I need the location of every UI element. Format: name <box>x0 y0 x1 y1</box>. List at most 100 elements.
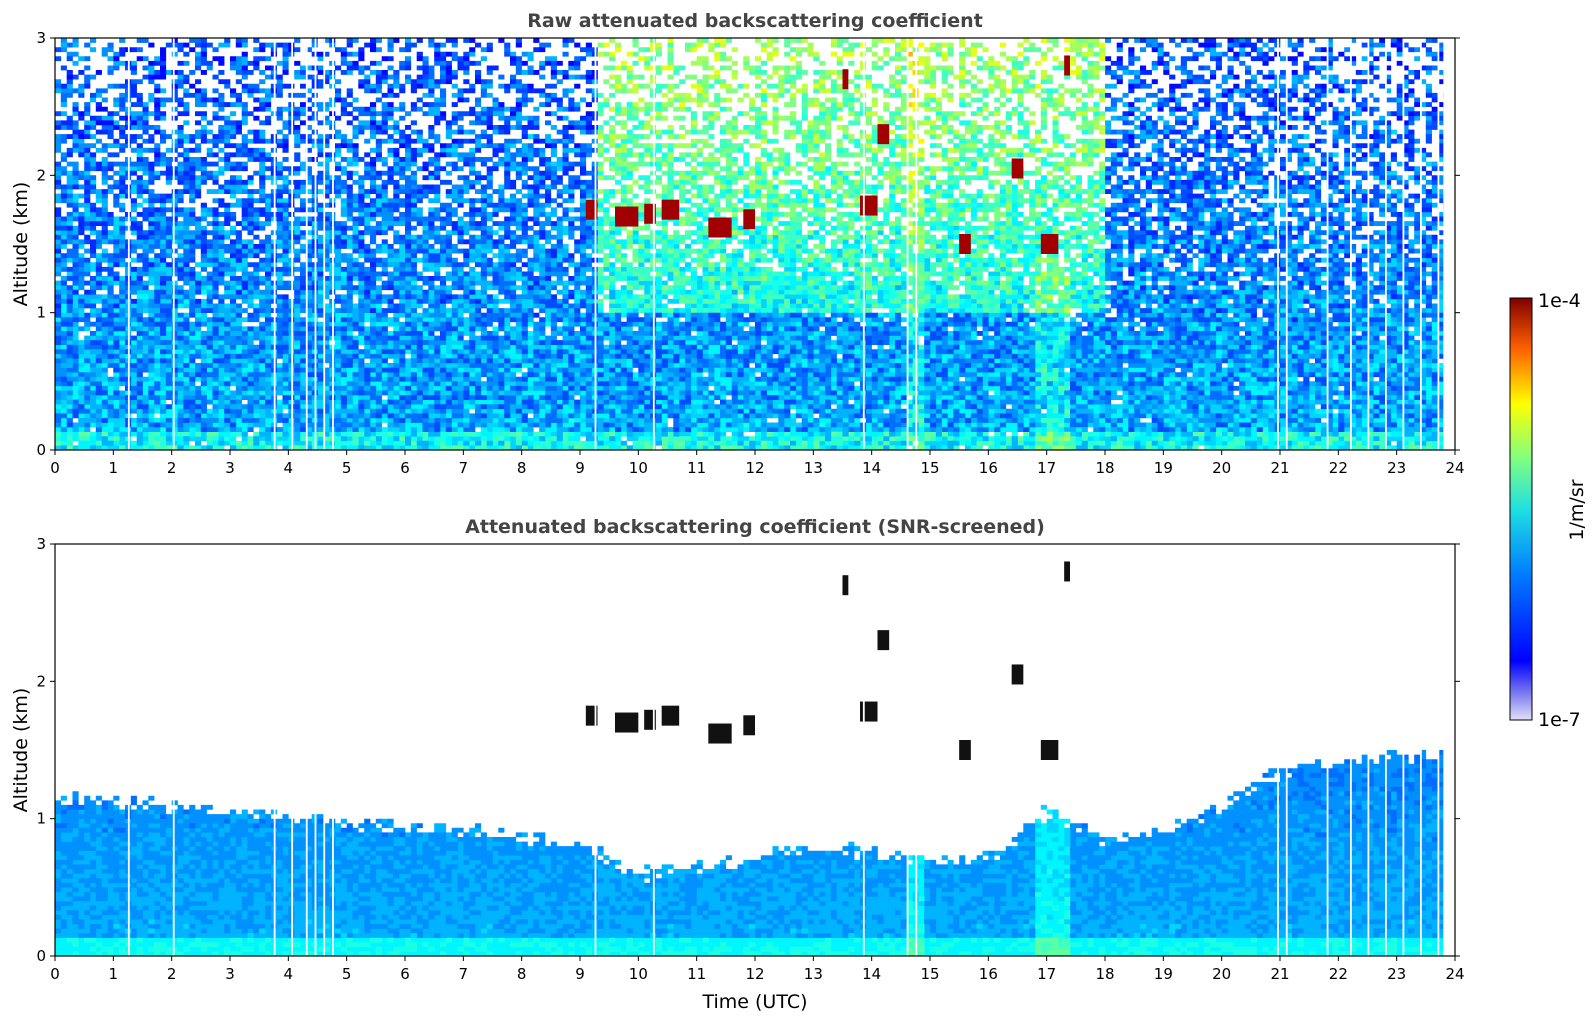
colorbar-min-label: 1e-7 <box>1538 709 1581 731</box>
data-gap <box>1277 544 1279 956</box>
panel-screened: Attenuated backscattering coefficient (S… <box>10 516 1465 1013</box>
data-gap <box>314 544 317 956</box>
cloud-feature <box>842 69 849 90</box>
cloud-feature <box>615 206 639 227</box>
heatmap-cells <box>66 869 1455 956</box>
x-tick-label: 13 <box>804 965 823 983</box>
data-gap <box>323 38 326 450</box>
y-tick-label: 0 <box>36 947 46 965</box>
colorbar-unit-label: 1/m/sr <box>1566 479 1588 540</box>
x-tick-label: 18 <box>1095 459 1114 477</box>
x-tick-label: 19 <box>1154 459 1173 477</box>
cloud-feature <box>661 199 680 220</box>
data-gap <box>652 38 655 450</box>
x-tick-label: 9 <box>575 965 585 983</box>
plot-area-screened <box>55 544 1455 956</box>
data-gap <box>314 38 317 450</box>
x-tick-label: 23 <box>1387 965 1406 983</box>
x-tick-label: 22 <box>1329 965 1348 983</box>
x-tick-label: 7 <box>459 965 469 983</box>
x-tick-label: 23 <box>1387 459 1406 477</box>
data-gap <box>1443 544 1455 956</box>
x-tick-label: 15 <box>920 459 939 477</box>
y-tick-label: 3 <box>36 29 46 47</box>
data-gap <box>1326 38 1329 450</box>
y-tick-label: 2 <box>36 672 46 690</box>
x-tick-label: 2 <box>167 459 177 477</box>
cloud-feature <box>1011 158 1024 179</box>
data-gap <box>172 38 175 450</box>
data-gap <box>1277 38 1279 450</box>
data-gap <box>127 38 130 450</box>
heatmap-cells <box>55 750 1455 842</box>
x-tick-label: 3 <box>225 965 235 983</box>
x-tick-label: 5 <box>342 459 352 477</box>
x-tick-label: 0 <box>50 965 60 983</box>
heatmap-cells <box>55 750 1455 938</box>
data-gap <box>1437 544 1440 956</box>
cloud-feature <box>877 630 890 651</box>
x-tick-label: 11 <box>687 965 706 983</box>
cloud-feature <box>661 705 680 726</box>
cloud-feature <box>743 209 755 230</box>
x-tick-label: 19 <box>1154 965 1173 983</box>
x-tick-label: 8 <box>517 965 527 983</box>
heatmap-cells <box>55 38 1455 323</box>
cloud-feature <box>1040 234 1059 254</box>
data-gap <box>1285 544 1288 956</box>
heatmap-cells <box>906 937 1071 956</box>
data-gap <box>172 544 175 956</box>
panel-raw: Raw attenuated backscattering coefficien… <box>10 10 1465 477</box>
y-axis-label-raw: Altitude (km) <box>10 182 32 307</box>
data-gap <box>906 544 909 956</box>
cloud-feature <box>959 740 971 760</box>
cloud-feature <box>644 203 656 224</box>
y-tick-label: 0 <box>36 441 46 459</box>
x-tick-label: 17 <box>1037 965 1056 983</box>
data-gap <box>1420 38 1422 450</box>
x-tick-label: 17 <box>1037 459 1056 477</box>
data-gap <box>332 38 334 450</box>
cloud-feature <box>1011 664 1024 685</box>
data-gap <box>273 544 276 956</box>
data-gap <box>915 544 918 956</box>
data-gap <box>332 544 334 956</box>
colorbar: 1e-4 1e-7 1/m/sr <box>1509 290 1588 731</box>
y-tick-label: 3 <box>36 535 46 553</box>
x-tick-label: 1 <box>109 459 119 477</box>
plot-area-raw <box>55 38 1455 450</box>
x-tick-label: 20 <box>1212 965 1231 983</box>
data-gap <box>862 38 865 450</box>
heatmap-cells <box>906 937 1071 956</box>
data-gap <box>862 544 865 956</box>
cloud-feature <box>743 715 755 736</box>
x-tick-label: 20 <box>1212 459 1231 477</box>
y-axis-label-screened: Altitude (km) <box>10 688 32 813</box>
x-axis-label: Time (UTC) <box>701 991 807 1013</box>
axes-raw: 0 1 2 3 4 5 6 7 8 9 10 11 12 13 14 15 16 17 18 19 20 21 22 23 24… <box>36 29 1464 477</box>
data-gap <box>594 544 597 956</box>
data-gap <box>1350 544 1352 956</box>
data-gap <box>1367 38 1370 450</box>
data-gap <box>291 38 294 450</box>
x-tick-label: 16 <box>979 459 998 477</box>
x-tick-label: 3 <box>225 459 235 477</box>
axes-screened: 0 1 2 3 4 5 6 7 8 9 10 11 12 13 14 15 16 17 18 19 20 21 22 23 24… <box>36 535 1464 983</box>
cloud-feature <box>860 701 878 722</box>
x-tick-label: 22 <box>1329 459 1348 477</box>
cloud-feature <box>842 575 849 596</box>
x-tick-label: 0 <box>50 459 60 477</box>
heatmap-cells <box>906 42 925 176</box>
data-gap <box>1326 544 1329 956</box>
x-tick-label: 4 <box>284 459 294 477</box>
x-tick-label: 18 <box>1095 965 1114 983</box>
x-tick-label: 16 <box>979 965 998 983</box>
colorbar-max-label: 1e-4 <box>1538 290 1581 312</box>
heatmap-cells <box>55 42 1455 450</box>
data-gap <box>273 38 276 450</box>
cloud-feature <box>959 234 971 254</box>
data-gap <box>127 544 130 956</box>
x-tick-label: 14 <box>862 965 881 983</box>
data-gap <box>1402 544 1405 956</box>
